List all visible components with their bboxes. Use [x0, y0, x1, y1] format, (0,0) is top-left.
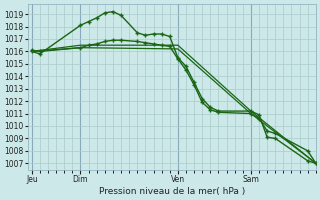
- X-axis label: Pression niveau de la mer( hPa ): Pression niveau de la mer( hPa ): [99, 187, 245, 196]
